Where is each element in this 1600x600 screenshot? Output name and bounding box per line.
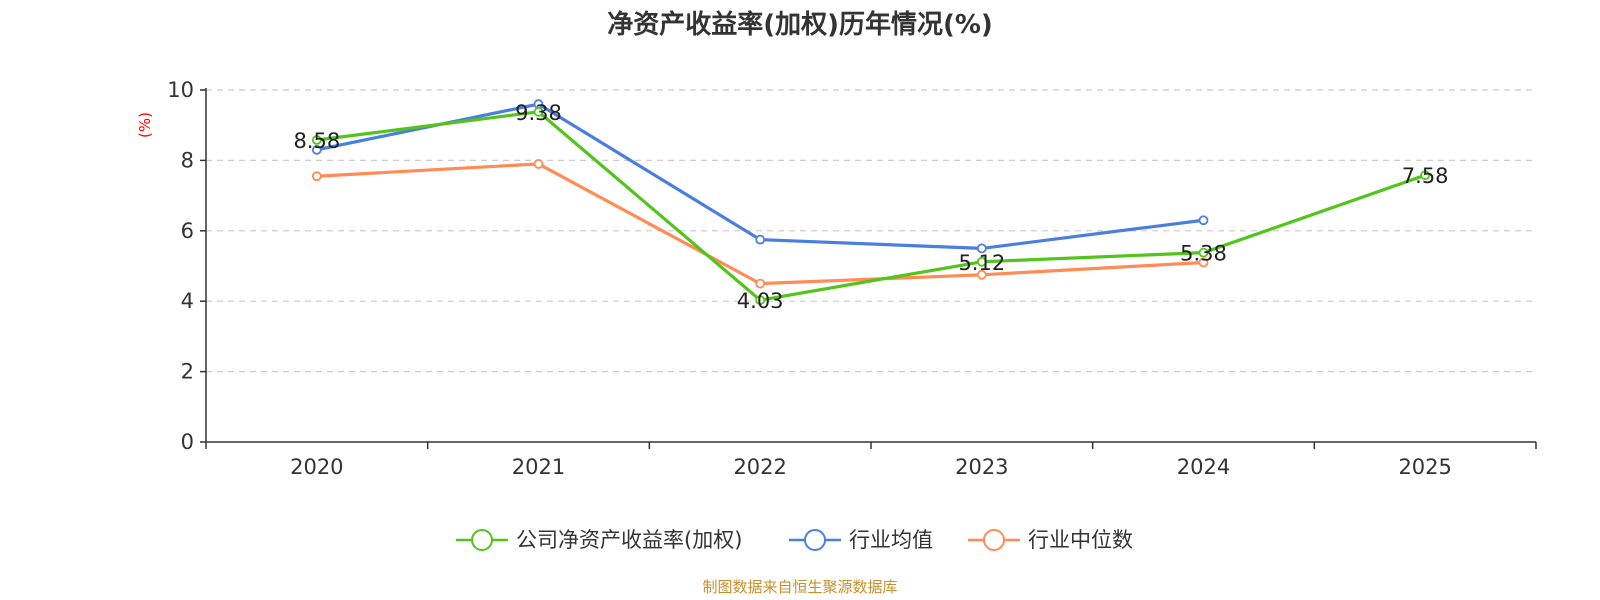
y-tick-label: 4 — [181, 289, 194, 313]
y-tick-label: 8 — [181, 148, 194, 172]
data-label: 4.03 — [737, 289, 784, 313]
source-footnote: 制图数据来自恒生聚源数据库 — [702, 578, 897, 596]
data-point[interactable] — [755, 234, 766, 245]
data-point[interactable] — [311, 144, 322, 155]
data-point[interactable] — [976, 256, 987, 267]
data-point[interactable] — [1198, 215, 1209, 226]
legend-marker-icon — [471, 529, 493, 551]
data-point[interactable] — [755, 295, 766, 306]
series-line — [316, 110, 1426, 302]
grid-lines — [206, 89, 1536, 373]
data-point[interactable] — [1420, 170, 1431, 181]
series-layer — [311, 99, 1431, 306]
legend-label: 行业中位数 — [1028, 528, 1133, 552]
data-point[interactable] — [533, 106, 544, 117]
legend-label: 行业均值 — [849, 528, 933, 552]
data-point[interactable] — [976, 243, 987, 254]
series-1 — [311, 99, 1209, 254]
y-tick-label: 0 — [181, 430, 194, 454]
y-tick-label: 2 — [181, 360, 194, 384]
data-point[interactable] — [311, 135, 322, 145]
series-2 — [311, 159, 1209, 289]
series-line — [316, 162, 1204, 286]
chart-title: 净资产收益率(加权)历年情况(%) — [607, 9, 993, 40]
axes: 0 2 4 6 8 10 2020 2021 2022 2023 2024 2025 — [167, 78, 1537, 479]
x-tick-label: 2021 — [512, 455, 565, 479]
x-tick-label: 2025 — [1398, 455, 1451, 479]
y-tick-label: 10 — [167, 78, 194, 102]
series-0 — [311, 106, 1431, 306]
y-axis-unit-label: (%) — [136, 112, 154, 138]
legend[interactable]: 公司净资产收益率(加权) 行业均值 行业中位数 — [456, 528, 1133, 552]
data-label: 5.38 — [1180, 242, 1227, 266]
legend-item-2[interactable]: 行业中位数 — [968, 528, 1133, 552]
data-point[interactable] — [976, 269, 987, 280]
data-point[interactable] — [1198, 247, 1209, 258]
data-point[interactable] — [311, 171, 322, 182]
data-label: 9.38 — [515, 101, 562, 125]
y-tick-label: 6 — [181, 219, 194, 243]
data-point[interactable] — [533, 159, 544, 169]
legend-item-0[interactable]: 公司净资产收益率(加权) — [456, 528, 742, 552]
legend-item-1[interactable]: 行业均值 — [789, 528, 933, 552]
legend-label: 公司净资产收益率(加权) — [516, 528, 742, 552]
data-point[interactable] — [755, 278, 766, 289]
data-label: 8.58 — [293, 129, 340, 153]
data-point[interactable] — [1198, 257, 1209, 268]
x-tick-label: 2024 — [1177, 455, 1230, 479]
x-tick-label: 2022 — [733, 455, 786, 479]
legend-marker-icon — [804, 529, 826, 551]
x-tick-label: 2023 — [955, 455, 1008, 479]
data-labels: 8.58 9.38 4.03 5.12 5.38 7.58 — [293, 101, 1448, 313]
series-line — [316, 102, 1204, 250]
data-label: 5.12 — [958, 251, 1005, 275]
data-label: 7.58 — [1402, 164, 1449, 188]
legend-marker-icon — [983, 529, 1005, 551]
x-tick-label: 2020 — [290, 455, 343, 479]
